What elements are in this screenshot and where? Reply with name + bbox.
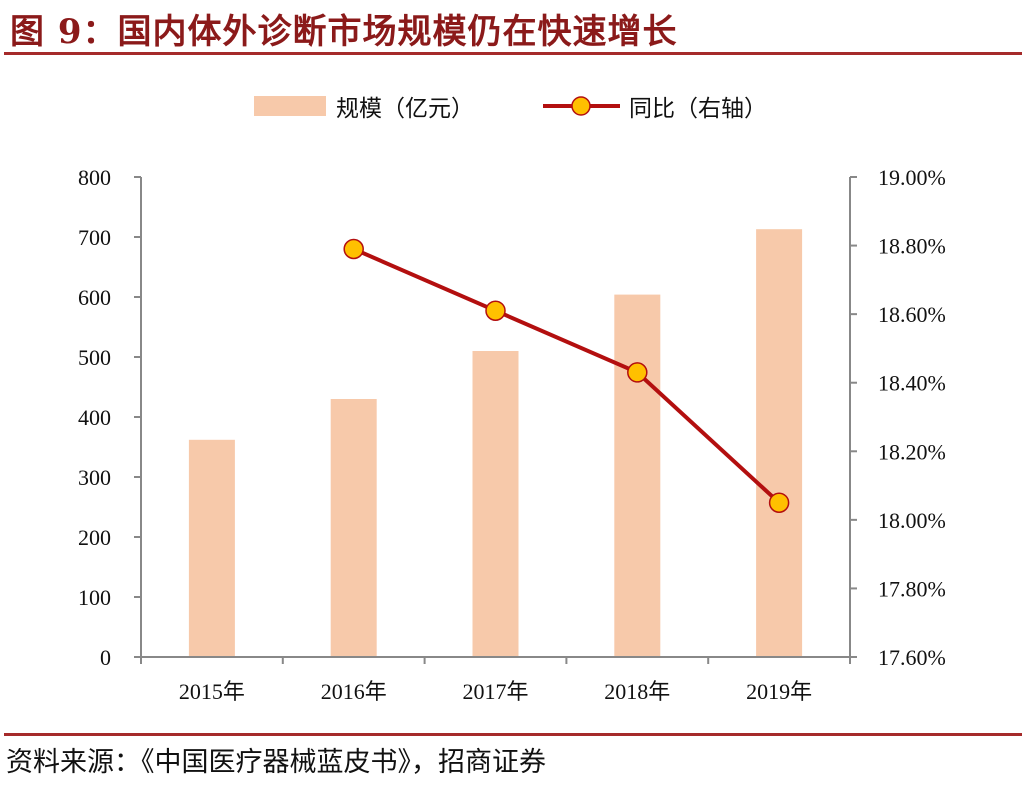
axes: 0 100 200 300 400 500 600 700 800 17.60% 17.80% 18.… xyxy=(78,165,946,704)
legend: 规模（亿元） 同比（右轴） xyxy=(254,96,767,122)
line-path xyxy=(352,247,781,505)
right-tick-label: 18.60% xyxy=(878,302,946,327)
bottom-rule xyxy=(4,733,1022,736)
bar-2019年 xyxy=(756,229,803,657)
left-tick-label: 200 xyxy=(78,525,111,550)
line-series xyxy=(343,238,790,513)
left-tick-label: 300 xyxy=(78,465,111,490)
left-tick-label: 100 xyxy=(78,585,111,610)
x-tick-label: 2018年 xyxy=(604,679,670,704)
left-tick-label: 800 xyxy=(78,165,111,190)
legend-swatch-marker xyxy=(571,96,591,116)
line-point-2018年 xyxy=(627,362,648,383)
left-tick-label: 500 xyxy=(78,345,111,370)
x-tick-label: 2019年 xyxy=(746,679,812,704)
right-tick-label: 18.20% xyxy=(878,439,946,464)
line-point-2017年 xyxy=(485,300,506,321)
right-tick-label: 19.00% xyxy=(878,165,946,190)
source-note: 资料来源：《中国医疗器械蓝皮书》，招商证券 xyxy=(6,747,546,778)
right-tick-label: 18.80% xyxy=(878,234,946,259)
legend-label-line: 同比（右轴） xyxy=(629,96,767,122)
bars xyxy=(188,229,803,657)
left-tick-label: 600 xyxy=(78,285,111,310)
left-tick-label: 700 xyxy=(78,225,111,250)
right-tick-label: 17.80% xyxy=(878,576,946,601)
line-point-2019年 xyxy=(768,492,790,513)
bar-2015年 xyxy=(188,439,235,657)
right-tick-label: 17.60% xyxy=(878,645,946,670)
top-rule xyxy=(4,52,1022,55)
right-tick-label: 18.00% xyxy=(878,508,946,533)
bar-2016年 xyxy=(330,399,377,657)
bar-2018年 xyxy=(614,294,661,657)
right-tick-label: 18.40% xyxy=(878,371,946,396)
left-tick-label: 400 xyxy=(78,405,111,430)
legend-label-bar: 规模（亿元） xyxy=(336,96,474,122)
line-point-2016年 xyxy=(343,238,364,260)
legend-swatch-bar xyxy=(254,96,326,116)
left-tick-label: 0 xyxy=(100,645,111,670)
bar-2017年 xyxy=(472,351,519,657)
figure-title: 图 9：国内体外诊断市场规模仍在快速增长 xyxy=(10,12,678,52)
x-tick-label: 2017年 xyxy=(462,679,528,704)
x-tick-label: 2015年 xyxy=(179,679,245,704)
x-tick-label: 2016年 xyxy=(321,679,387,704)
